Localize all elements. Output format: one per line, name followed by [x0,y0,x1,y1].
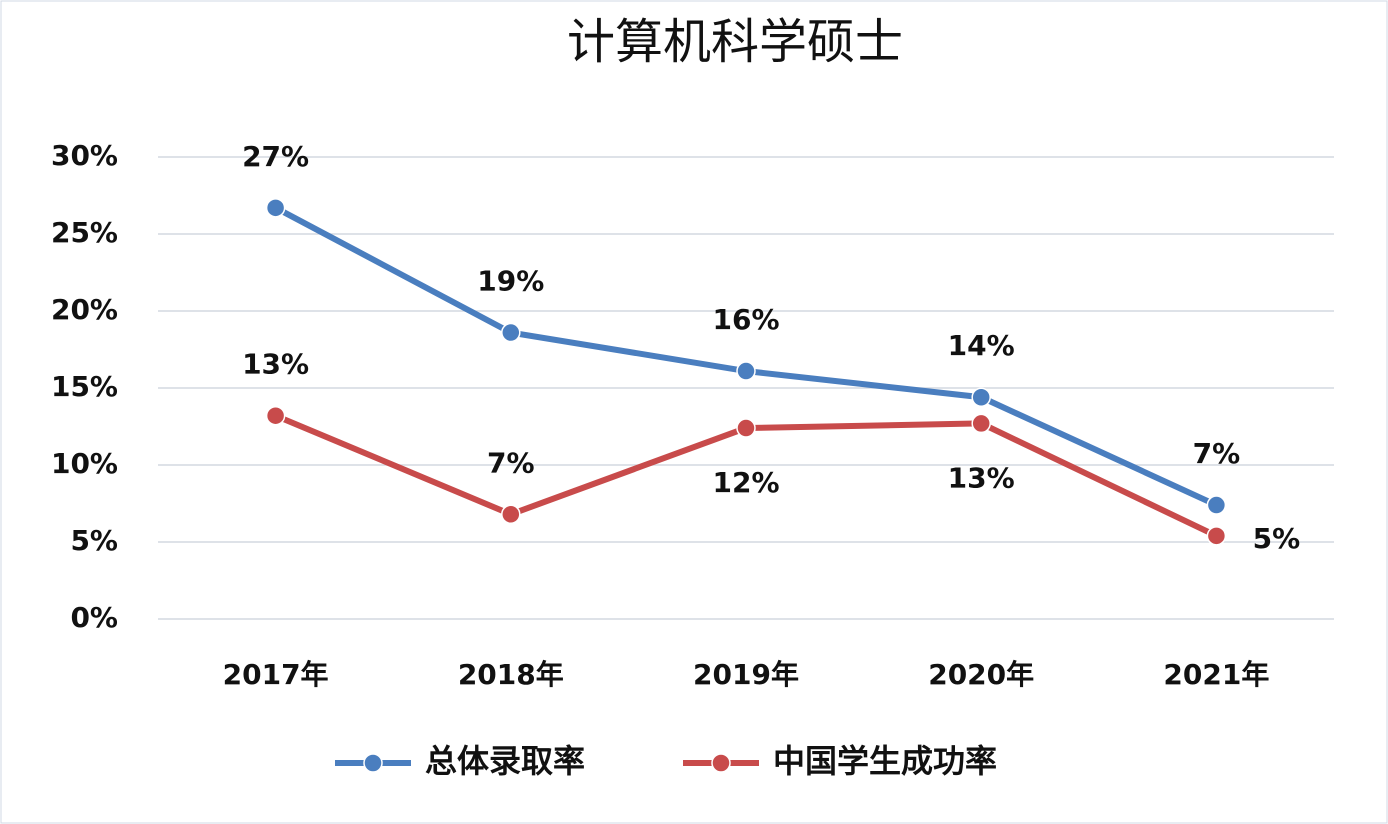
data-label: 13% [242,348,309,381]
y-tick-label: 20% [51,293,118,326]
data-label: 7% [1193,437,1241,470]
data-point [501,504,521,525]
chart-title: 计算机科学硕士 [567,14,903,70]
y-tick-label: 0% [70,601,118,634]
data-label: 14% [948,329,1015,362]
data-label: 13% [948,461,1015,494]
x-tick-label: 2019年 [693,658,799,691]
y-tick-label: 25% [51,216,118,249]
data-point [265,405,286,426]
data-point [736,361,756,381]
data-point [736,418,756,438]
data-label: 16% [712,303,779,336]
data-point [265,198,286,218]
legend-label: 总体录取率 [425,742,585,780]
legend-label: 中国学生成功率 [773,742,997,780]
y-tick-label: 10% [51,447,118,480]
data-label: 12% [712,466,779,499]
data-point [971,413,991,434]
x-tick-label: 2021年 [1163,658,1269,691]
data-point [971,387,991,407]
x-tick-label: 2020年 [928,658,1034,691]
y-tick-label: 30% [51,139,118,172]
data-point [1206,495,1227,515]
data-label: 27% [242,140,309,173]
x-tick-label: 2018年 [458,658,564,691]
data-point [1206,526,1227,546]
x-tick-label: 2017年 [223,658,329,691]
y-tick-label: 5% [70,524,118,557]
legend-marker [363,753,383,773]
legend-marker [711,753,731,773]
y-tick-label: 15% [51,370,118,403]
data-label: 5% [1253,522,1301,555]
data-point [501,322,521,343]
data-label: 19% [477,265,544,298]
data-label: 7% [487,446,535,479]
